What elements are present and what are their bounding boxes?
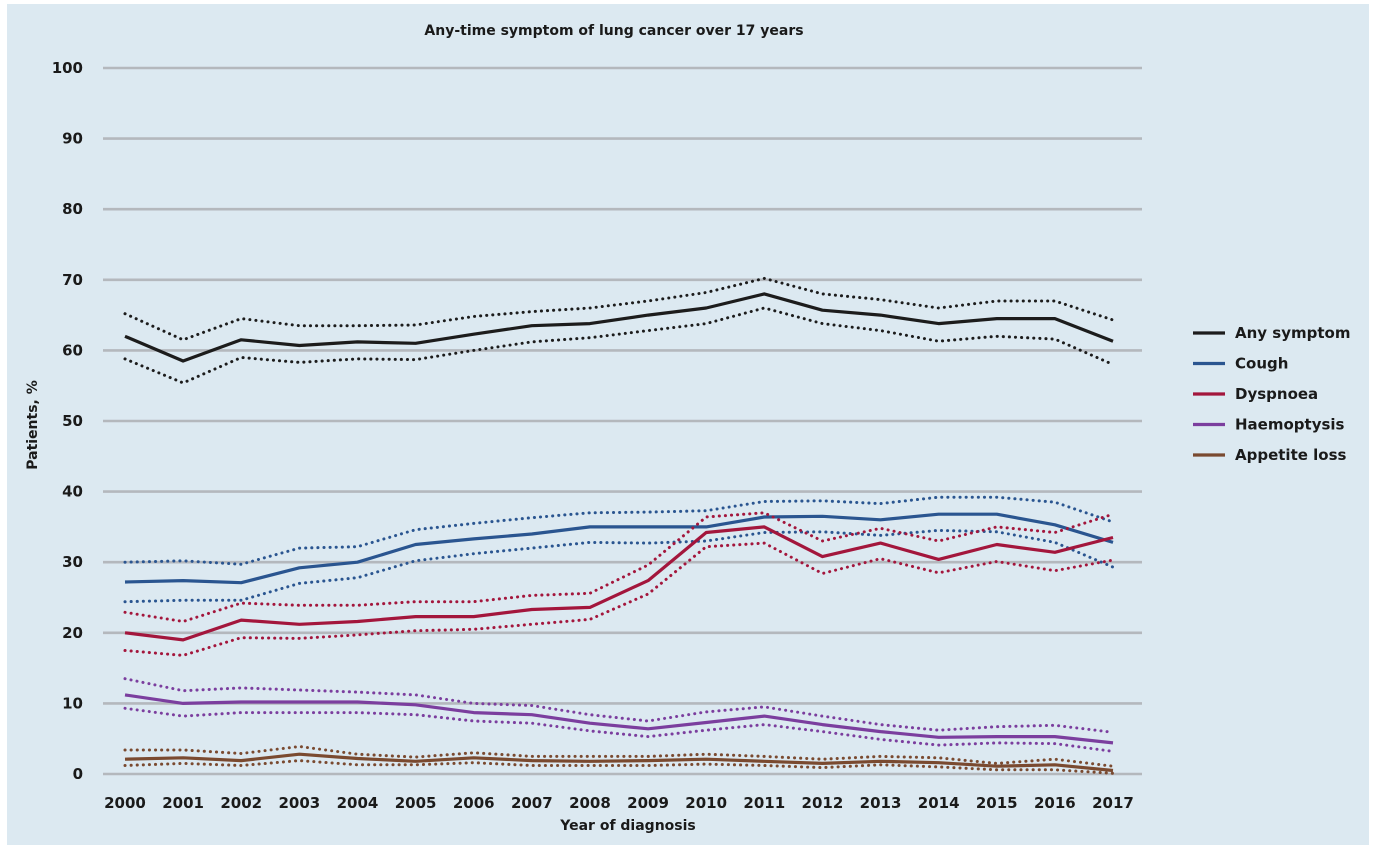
legend-item-haemoptysis: Haemoptysis [1193, 416, 1345, 434]
y-tick-label: 50 [62, 412, 83, 430]
legend-label: Haemoptysis [1235, 416, 1345, 434]
x-axis-label: Year of diagnosis [559, 818, 696, 834]
legend-item-appetite-loss: Appetite loss [1193, 446, 1347, 464]
x-tick-label: 2002 [220, 794, 262, 812]
legend: Any symptom Cough Dyspnoea Haemoptysis Appet… [1193, 324, 1350, 464]
x-tick-label: 2010 [685, 794, 727, 812]
legend-item-any-symptom: Any symptom [1193, 324, 1350, 342]
legend-item-dyspnoea: Dyspnoea [1193, 385, 1318, 403]
legend-label: Appetite loss [1235, 446, 1347, 464]
legend-label: Any symptom [1235, 324, 1350, 342]
x-tick-label: 2015 [976, 794, 1018, 812]
dyspnoea-ci-lower [123, 541, 1115, 657]
x-tick-labels: 2000 2001 2002 2003 2004 2005 2006 2007 2008 2009… [104, 794, 1134, 812]
x-tick-label: 2014 [918, 794, 960, 812]
y-tick-label: 0 [73, 765, 83, 783]
y-tick-label: 60 [62, 341, 83, 359]
legend-item-cough: Cough [1193, 355, 1288, 373]
x-tick-label: 2006 [453, 794, 495, 812]
series-cough [123, 495, 1115, 604]
haemoptysis-ci-lower [123, 706, 1115, 753]
series-any-symptom [123, 276, 1115, 385]
x-tick-label: 2011 [743, 794, 785, 812]
x-tick-label: 2004 [337, 794, 379, 812]
x-tick-label: 2009 [627, 794, 669, 812]
y-tick-label: 80 [62, 200, 83, 218]
legend-label: Dyspnoea [1235, 385, 1318, 403]
y-tick-label: 30 [62, 553, 83, 571]
appetite-loss-line [124, 752, 1114, 773]
cough-ci-lower [123, 528, 1115, 604]
x-tick-label: 2013 [860, 794, 902, 812]
dyspnoea-ci-upper [123, 511, 1115, 623]
x-tick-label: 2007 [511, 794, 553, 812]
x-tick-label: 2008 [569, 794, 611, 812]
x-tick-label: 2012 [802, 794, 844, 812]
series-appetite-loss [123, 745, 1115, 775]
appetite-loss-ci-lower [123, 759, 1115, 775]
appetite-loss-ci-upper [123, 745, 1115, 768]
any-symptom-ci-upper [123, 276, 1115, 342]
x-tick-label: 2000 [104, 794, 146, 812]
any-symptom-line [124, 292, 1114, 363]
cough-line [124, 512, 1114, 585]
y-axis-label: Patients, % [25, 380, 41, 470]
y-tick-label: 100 [52, 59, 83, 77]
y-tick-label: 10 [62, 694, 83, 712]
series-dyspnoea [123, 511, 1115, 657]
dyspnoea-line [124, 525, 1114, 642]
haemoptysis-ci-upper [123, 677, 1115, 734]
y-tick-label: 70 [62, 271, 83, 289]
gridlines [103, 66, 1142, 776]
legend-label: Cough [1235, 355, 1288, 373]
x-tick-label: 2017 [1092, 794, 1134, 812]
y-tick-label: 90 [62, 130, 83, 148]
x-tick-label: 2016 [1034, 794, 1076, 812]
any-symptom-ci-lower [123, 306, 1115, 385]
haemoptysis-line [124, 693, 1114, 745]
y-tick-labels: 0 10 20 30 40 50 60 70 80 90 100 [52, 59, 83, 783]
series-lines [123, 276, 1115, 775]
x-tick-label: 2001 [162, 794, 204, 812]
series-haemoptysis [123, 677, 1115, 753]
chart-panel: 0 10 20 30 40 50 60 70 80 90 100 2000 2001 2002 2003 2… [7, 4, 1369, 845]
y-tick-label: 20 [62, 624, 83, 642]
chart-title: Any-time symptom of lung cancer over 17 … [424, 23, 803, 39]
y-tick-label: 40 [62, 483, 83, 501]
cough-ci-upper [123, 495, 1115, 566]
x-tick-label: 2005 [395, 794, 437, 812]
x-tick-label: 2003 [278, 794, 320, 812]
